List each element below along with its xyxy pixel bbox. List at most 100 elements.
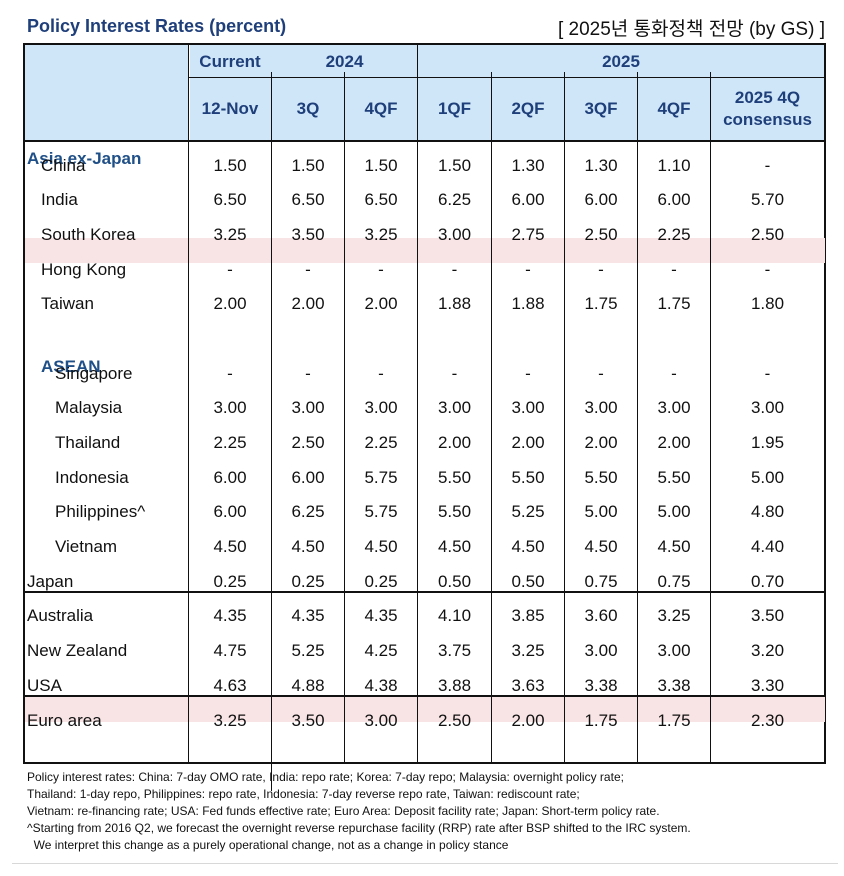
- table-cell: 6.50: [291, 190, 325, 209]
- table-cell: 2.25: [657, 225, 691, 244]
- table-cell: 4.40: [750, 537, 785, 556]
- table-cell: 5.50: [437, 502, 472, 521]
- table-cell: 1.95: [750, 433, 785, 452]
- section-rule: [25, 695, 824, 697]
- table-cell: 2.50: [437, 711, 472, 730]
- row-label: Thailand: [55, 433, 121, 452]
- table-cell: 6.00: [511, 190, 545, 209]
- table-cell: 1.50: [213, 156, 247, 175]
- table-cell: 5.00: [657, 502, 691, 521]
- table-cell: 4.50: [364, 537, 398, 556]
- table-cell: 2.00: [437, 433, 472, 452]
- table-cell: 1.88: [511, 294, 545, 313]
- header-group-current: Current: [199, 51, 261, 71]
- table-cell: 0.75: [657, 572, 691, 591]
- table-cell: 2.00: [213, 294, 247, 313]
- table-cell: 1.50: [291, 156, 325, 175]
- table-cell: 2.00: [511, 433, 545, 452]
- footnote-line: Vietnam: re-financing rate; USA: Fed fun…: [27, 804, 660, 818]
- table-cell: 1.50: [437, 156, 472, 175]
- table-cell: 5.50: [437, 468, 472, 487]
- table-cell: 4.35: [364, 606, 398, 625]
- table-cell: 4.80: [750, 502, 785, 521]
- table-cell: 3.25: [213, 711, 247, 730]
- table-cell: 4.50: [213, 537, 247, 556]
- table-cell: 4.50: [437, 537, 472, 556]
- table-cell: 0.25: [291, 572, 325, 591]
- table-cell: 3.00: [584, 398, 618, 417]
- highlight-usa: [25, 697, 825, 722]
- table-cell: -: [764, 156, 771, 175]
- table-cell: 4.50: [584, 537, 618, 556]
- table-cell: 3.00: [657, 641, 691, 660]
- row-label: USA: [27, 676, 62, 695]
- col-header-3q: 3Q: [296, 99, 320, 118]
- table-cell: 3.00: [657, 398, 691, 417]
- table-cell: 6.50: [213, 190, 247, 209]
- table-cell: 3.00: [437, 225, 472, 244]
- row-label: New Zealand: [27, 641, 128, 660]
- table-cell: 3.25: [364, 225, 398, 244]
- table-cell: 1.30: [511, 156, 545, 175]
- table-cell: 4.75: [213, 641, 247, 660]
- row-label: Philippines^: [55, 502, 146, 521]
- table-cell: -: [525, 260, 531, 279]
- table-cell: 4.63: [213, 676, 247, 695]
- table-cell: 2.50: [291, 433, 325, 452]
- header-group-2025: 2025: [602, 51, 640, 71]
- row-label: India: [41, 190, 78, 209]
- header-group-2024: 2024: [325, 51, 364, 71]
- table-cell: 3.38: [657, 676, 691, 695]
- header-band-left: [25, 45, 189, 141]
- table-cell: 6.25: [437, 190, 472, 209]
- table-cell: 2.00: [657, 433, 691, 452]
- col-header-3qf: 3QF: [584, 99, 618, 118]
- table-cell: 0.75: [584, 572, 618, 591]
- table-cell: 3.30: [750, 676, 785, 695]
- table-cell: 6.00: [584, 190, 618, 209]
- col-header-12-nov: 12-Nov: [201, 99, 259, 118]
- table-cell: -: [378, 364, 384, 383]
- table-cell: 3.25: [511, 641, 545, 660]
- table-cell: 5.25: [291, 641, 325, 660]
- table-cell: 4.35: [291, 606, 325, 625]
- table-cell: 2.30: [750, 711, 785, 730]
- footnote-line: We interpret this change as a purely ope…: [27, 838, 509, 852]
- table-cell: 2.25: [213, 433, 247, 452]
- col-divider: [491, 72, 492, 764]
- table-cell: 4.35: [213, 606, 247, 625]
- table-cell: 5.75: [364, 468, 398, 487]
- table-cell: 5.50: [511, 468, 545, 487]
- table-cell: 1.88: [437, 294, 472, 313]
- table-cell: -: [451, 364, 458, 383]
- row-label: Malaysia: [55, 398, 123, 417]
- table-cell: -: [598, 364, 604, 383]
- table-cell: 1.75: [657, 294, 691, 313]
- bottom-rule: [12, 863, 838, 864]
- col-divider: [564, 72, 565, 764]
- table-cell: 5.50: [584, 468, 618, 487]
- row-label: China: [41, 156, 86, 175]
- table-cell: 3.88: [437, 676, 472, 695]
- table-cell: -: [305, 364, 311, 383]
- table-cell: 1.75: [584, 294, 618, 313]
- table-cell: 1.10: [657, 156, 691, 175]
- row-label: South Korea: [41, 225, 136, 244]
- table-cell: 3.00: [364, 711, 398, 730]
- footnote-line: Thailand: 1-day repo, Philippines: repo …: [27, 787, 580, 801]
- table-cell: 3.50: [291, 711, 325, 730]
- table-cell: -: [227, 260, 233, 279]
- table-cell: 4.10: [437, 606, 472, 625]
- table-cell: 2.00: [584, 433, 618, 452]
- col-divider: [188, 45, 189, 764]
- table-cell: 1.75: [584, 711, 618, 730]
- table-cell: 2.00: [511, 711, 545, 730]
- col-header-1qf: 1QF: [437, 99, 472, 118]
- col-header-consensus-line2: consensus: [723, 110, 812, 129]
- section-asean: ASEAN: [41, 357, 101, 376]
- table-cell: 4.50: [657, 537, 691, 556]
- table-cell: -: [305, 260, 311, 279]
- table-cell: 2.75: [511, 225, 545, 244]
- col-divider: [637, 72, 638, 764]
- table-cell: 4.38: [364, 676, 398, 695]
